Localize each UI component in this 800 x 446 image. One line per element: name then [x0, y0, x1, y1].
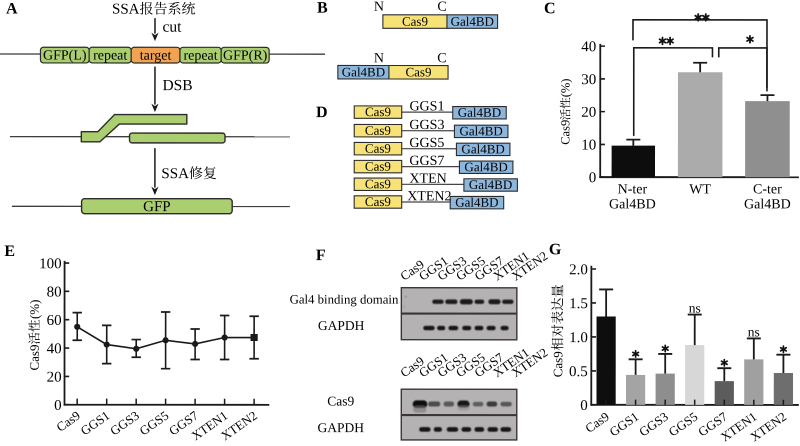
svg-text:0: 0 — [589, 170, 597, 186]
svg-text:Gal4BD: Gal4BD — [342, 64, 385, 79]
svg-text:Cas9: Cas9 — [405, 64, 431, 79]
svg-text:Cas9: Cas9 — [365, 159, 391, 174]
svg-text:1.0: 1.0 — [569, 330, 588, 346]
svg-text:DSB: DSB — [162, 77, 192, 94]
svg-text:0.5: 0.5 — [569, 364, 588, 380]
svg-text:(%): (%) — [27, 300, 42, 320]
svg-text:ns: ns — [748, 324, 760, 339]
svg-text:60: 60 — [47, 313, 62, 329]
svg-text:SSA: SSA — [112, 2, 140, 18]
svg-text:GGS5: GGS5 — [409, 136, 444, 151]
svg-text:20: 20 — [581, 105, 596, 121]
svg-text:Gal4BD: Gal4BD — [455, 195, 498, 210]
svg-text:GFP(L): GFP(L) — [43, 49, 87, 64]
svg-text:Cas9: Cas9 — [365, 194, 391, 209]
svg-text:Gal4BD: Gal4BD — [458, 105, 501, 120]
svg-text:40: 40 — [47, 341, 62, 357]
svg-text:Cas9: Cas9 — [27, 345, 42, 371]
svg-text:F: F — [316, 247, 326, 264]
svg-text:30: 30 — [581, 72, 596, 88]
svg-text:repeat: repeat — [93, 49, 127, 64]
svg-text:Gal4 binding domain: Gal4 binding domain — [290, 293, 399, 307]
svg-text:repeat: repeat — [183, 49, 217, 64]
svg-text:10: 10 — [581, 138, 596, 154]
svg-text:N-ter: N-ter — [618, 182, 648, 197]
svg-text:C: C — [544, 0, 556, 17]
svg-text:GAPDH: GAPDH — [318, 420, 365, 435]
svg-text:Cas9: Cas9 — [365, 123, 391, 138]
svg-text:E: E — [4, 243, 15, 260]
svg-text:XTEN: XTEN — [409, 172, 446, 187]
svg-text:Gal4BD: Gal4BD — [469, 177, 512, 192]
svg-text:N: N — [374, 51, 384, 66]
svg-text:GGS7: GGS7 — [409, 154, 444, 169]
svg-text:A: A — [6, 1, 18, 18]
svg-text:Cas9: Cas9 — [550, 351, 565, 377]
svg-text:cut: cut — [162, 19, 182, 36]
svg-text:target: target — [140, 49, 172, 64]
svg-text:0: 0 — [54, 398, 62, 414]
svg-text:80: 80 — [47, 285, 62, 301]
svg-text:B: B — [317, 0, 328, 17]
svg-text:ns: ns — [689, 301, 701, 316]
svg-text:Cas9: Cas9 — [365, 176, 391, 191]
svg-text:1.5: 1.5 — [569, 296, 588, 312]
svg-text:Cas9: Cas9 — [558, 120, 572, 145]
svg-text:N: N — [374, 0, 384, 15]
svg-text:Gal4BD: Gal4BD — [744, 197, 791, 212]
svg-text:40: 40 — [581, 39, 596, 55]
svg-text:GGS3: GGS3 — [409, 118, 444, 133]
svg-text:Cas9: Cas9 — [365, 104, 391, 119]
svg-text:Cas9: Cas9 — [402, 14, 428, 29]
svg-text:Gal4BD: Gal4BD — [451, 14, 494, 29]
svg-text:2.0: 2.0 — [569, 262, 588, 278]
svg-text:C: C — [437, 51, 446, 66]
svg-text:0: 0 — [580, 398, 588, 414]
svg-text:SSA: SSA — [161, 166, 189, 182]
svg-text:GFP(R): GFP(R) — [223, 49, 268, 64]
svg-text:GGS1: GGS1 — [409, 99, 444, 114]
svg-text:GAPDH: GAPDH — [318, 318, 365, 333]
svg-text:Gal4BD: Gal4BD — [609, 197, 656, 212]
svg-text:G: G — [549, 241, 562, 258]
svg-text:Gal4BD: Gal4BD — [461, 141, 504, 156]
svg-text:Cas9: Cas9 — [365, 141, 391, 156]
svg-text:100: 100 — [39, 256, 62, 272]
svg-text:C: C — [437, 0, 446, 15]
svg-text:D: D — [316, 104, 328, 121]
svg-text:C-ter: C-ter — [753, 182, 782, 197]
svg-text:(%): (%) — [558, 79, 572, 98]
svg-text:Cas9: Cas9 — [327, 393, 354, 408]
svg-text:Gal4BD: Gal4BD — [464, 159, 507, 174]
svg-text:XTEN2: XTEN2 — [407, 189, 451, 204]
svg-text:20: 20 — [47, 370, 62, 386]
svg-text:GFP: GFP — [143, 199, 171, 215]
svg-text:WT: WT — [689, 182, 711, 197]
svg-text:Gal4BD: Gal4BD — [459, 123, 502, 138]
